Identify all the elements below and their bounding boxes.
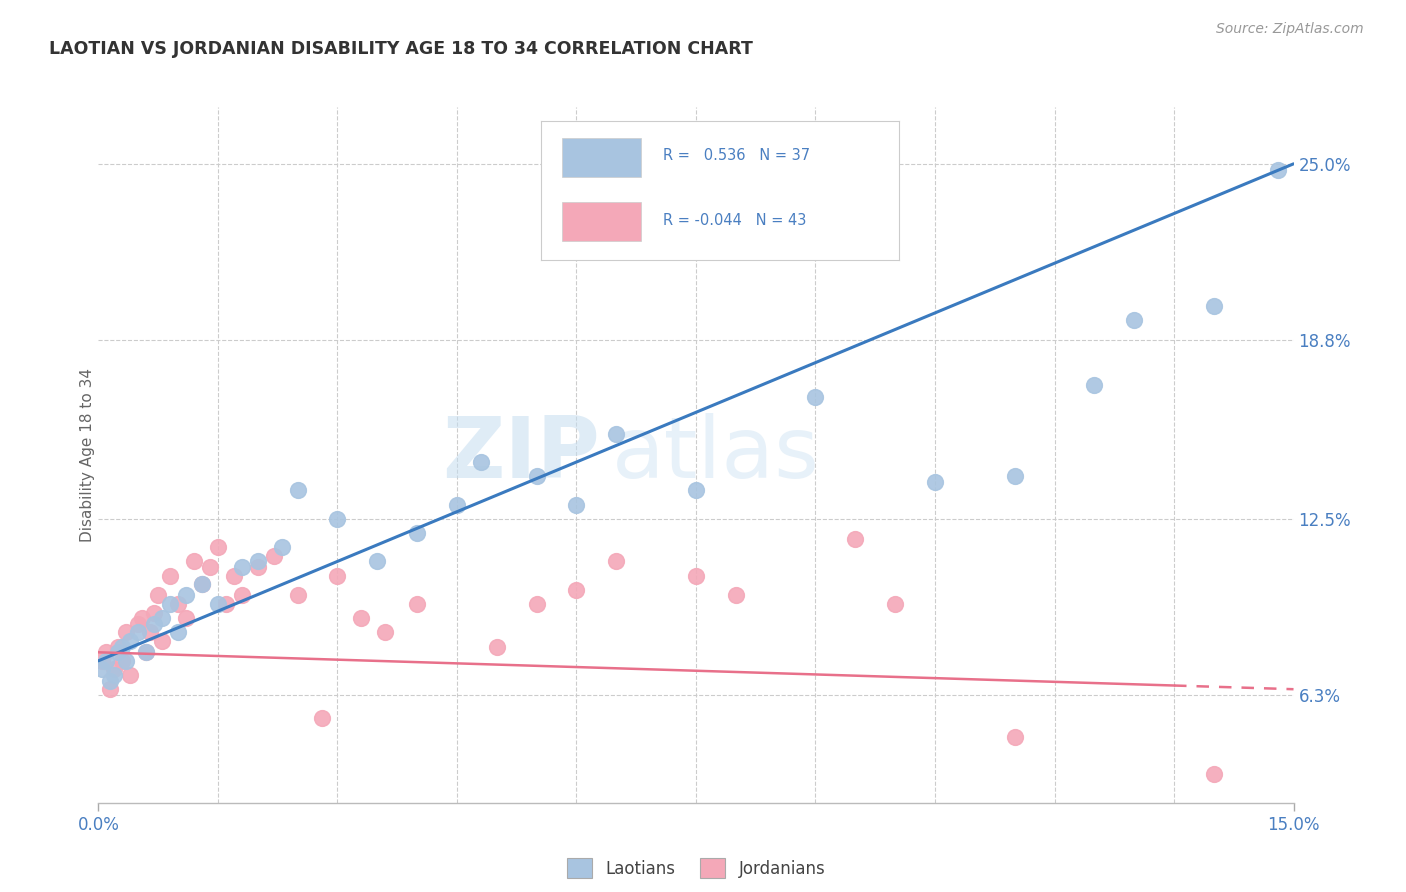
Point <box>98 673 122 688</box>
Point <box>844 532 866 546</box>
Point <box>311 710 333 724</box>
Point <box>191 577 214 591</box>
Point <box>1202 299 1225 313</box>
Point <box>724 589 747 603</box>
Point <box>270 540 292 554</box>
Point <box>96 645 118 659</box>
Point <box>526 597 548 611</box>
Point <box>174 611 197 625</box>
Point <box>1004 469 1026 483</box>
Point <box>287 483 309 498</box>
Point <box>605 426 627 441</box>
Point <box>174 589 197 603</box>
Point <box>198 560 221 574</box>
Point <box>406 597 429 611</box>
Point <box>231 589 253 603</box>
Point <box>115 654 138 668</box>
Legend: Laotians, Jordanians: Laotians, Jordanians <box>560 851 832 885</box>
Point <box>159 597 181 611</box>
Text: LAOTIAN VS JORDANIAN DISABILITY AGE 18 TO 34 CORRELATION CHART: LAOTIAN VS JORDANIAN DISABILITY AGE 18 T… <box>49 40 754 58</box>
Point <box>1004 731 1026 745</box>
Point <box>131 611 153 625</box>
Point <box>485 640 508 654</box>
Point <box>326 512 349 526</box>
Point <box>167 597 190 611</box>
Point <box>91 654 114 668</box>
Point <box>231 560 253 574</box>
Point <box>884 597 907 611</box>
Point <box>207 597 229 611</box>
Point <box>150 611 173 625</box>
Point <box>143 616 166 631</box>
Text: Source: ZipAtlas.com: Source: ZipAtlas.com <box>1216 22 1364 37</box>
Point <box>127 616 149 631</box>
Point <box>107 645 129 659</box>
Point <box>565 498 588 512</box>
Point <box>135 645 157 659</box>
Point <box>159 568 181 582</box>
Point <box>207 540 229 554</box>
Point <box>103 662 125 676</box>
Point <box>120 634 142 648</box>
Point <box>107 640 129 654</box>
Point <box>326 568 349 582</box>
Point <box>350 611 373 625</box>
Point <box>167 625 190 640</box>
Point <box>215 597 238 611</box>
Point <box>127 625 149 640</box>
Point <box>150 634 173 648</box>
Point <box>1123 313 1146 327</box>
Point <box>406 526 429 541</box>
Point <box>98 682 122 697</box>
Text: ZIP: ZIP <box>443 413 600 497</box>
Point <box>191 577 214 591</box>
Point <box>183 554 205 568</box>
Point <box>139 625 162 640</box>
Point <box>263 549 285 563</box>
Point <box>246 560 269 574</box>
Point <box>148 589 170 603</box>
Point <box>96 654 118 668</box>
Point <box>526 469 548 483</box>
Point <box>924 475 946 489</box>
Point <box>470 455 492 469</box>
Point <box>143 606 166 620</box>
Text: atlas: atlas <box>613 413 820 497</box>
Point <box>111 654 134 668</box>
Point <box>120 668 142 682</box>
Point <box>287 589 309 603</box>
Point <box>1083 378 1105 392</box>
Point <box>446 498 468 512</box>
Y-axis label: Disability Age 18 to 34: Disability Age 18 to 34 <box>80 368 94 542</box>
Point <box>374 625 396 640</box>
Point <box>685 483 707 498</box>
Point <box>91 662 114 676</box>
Point <box>804 390 827 404</box>
Point <box>246 554 269 568</box>
Point <box>366 554 388 568</box>
Point <box>565 582 588 597</box>
Point <box>605 554 627 568</box>
Point <box>115 625 138 640</box>
Point <box>685 568 707 582</box>
Point <box>1202 767 1225 781</box>
Point <box>111 640 134 654</box>
Point <box>135 645 157 659</box>
Point <box>103 668 125 682</box>
Point <box>1267 162 1289 177</box>
Point <box>222 568 245 582</box>
